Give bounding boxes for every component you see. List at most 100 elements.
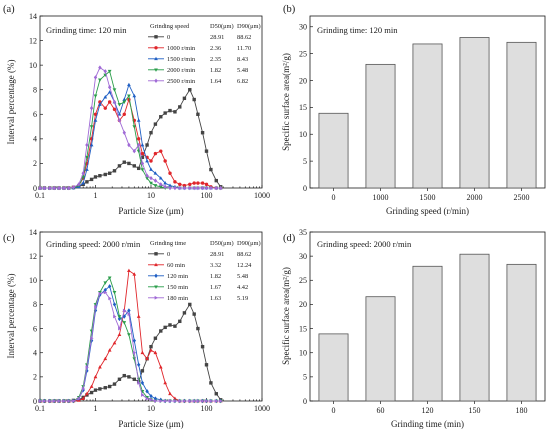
data-point [71,185,76,190]
data-point [127,161,131,166]
y-tick-label: 35 [299,228,307,237]
data-point [163,380,168,385]
data-point [122,314,126,319]
x-tick-label: 0 [332,193,336,202]
data-point [196,181,200,185]
data-point [214,185,218,191]
legend-label: 2000 r/min [167,67,196,74]
data-point [52,399,57,403]
data-point [103,69,107,74]
panel-label: (a) [3,4,15,15]
y-tick-label: 8 [33,86,37,95]
data-point [81,387,85,393]
y-axis-title: Specific surface area(m²/g) [281,53,291,151]
data-point [163,399,168,403]
x-tick-label: 0.1 [35,404,45,413]
y-tick-label: 30 [299,252,307,261]
annotation: Grinding speed: 2000 r/min [317,239,412,249]
data-point [149,159,153,163]
data-point [158,185,163,189]
y-axis-title: Interval percentage (%) [6,274,16,359]
plot-frame [39,231,263,402]
data-point [136,137,141,141]
data-point [89,125,94,129]
data-point [192,312,196,316]
data-point [153,171,158,175]
y-tick-label: 6 [33,110,37,119]
data-point [196,326,200,331]
data-point [153,151,158,156]
y-tick-label: 25 [299,276,307,285]
data-point [38,399,43,403]
y-axis-title: Interval percentage (%) [6,60,16,145]
data-point [98,65,102,70]
bar [318,333,349,402]
data-point [127,94,131,98]
y-tick-label: 4 [33,349,37,358]
data-point [117,164,122,168]
data-point [107,90,112,94]
data-point [149,397,154,402]
data-point [72,399,76,403]
series-line [40,70,221,189]
data-point [132,272,137,276]
bar [459,37,490,189]
legend-label: 0 [167,34,170,41]
data-point [136,142,141,148]
legend-header: D50(μm) [210,23,234,30]
data-point [112,302,117,307]
y-tick-label: 30 [299,23,307,32]
data-point [149,181,153,186]
data-point [145,158,149,163]
y-tick-label: 0 [33,397,37,406]
data-point [122,308,127,313]
data-point [154,78,158,84]
data-point [93,75,98,80]
y-tick-label: 12 [29,36,37,45]
panel-d-bar-chart: (d) Grinding speed: 2000 r/min Grinding … [281,228,546,429]
legend-d50: 1.82 [210,67,221,74]
data-point [85,180,89,184]
data-point [81,171,85,176]
x-tick-label: 60 [377,406,385,415]
data-point [192,399,197,403]
data-point [48,399,52,403]
data-point [154,56,158,61]
data-point [149,393,153,399]
data-point [122,112,126,116]
data-point [159,115,163,119]
axis-ticks: 0 2 4 6 8 10 12 14 0.1 1 10 100 1000 [29,12,270,200]
series [38,65,223,191]
series-line [40,66,221,189]
legend-header: Grinding time [150,240,186,247]
data-point [122,321,127,325]
y-tick-label: 5 [303,157,307,166]
data-point [117,332,122,336]
data-point [117,377,122,381]
y-tick-label: 2 [33,159,37,168]
x-tick-label: 180 [516,406,528,415]
legend-d90: 5.48 [237,273,248,280]
panel-b-bar-chart: (b) Grinding time: 120 min Grinding spee… [281,4,546,216]
data-point [108,296,112,301]
data-point [140,168,145,172]
data-point [196,112,200,116]
x-axis-title: Particle Size (μm) [118,206,183,216]
data-point [107,384,112,389]
data-point [154,295,159,300]
data-point [214,178,218,183]
bar [365,296,396,402]
series [38,97,223,190]
legend-header: D90(μm) [237,23,261,30]
legend-header: D90(μm) [237,240,261,247]
legend-d90: 6.82 [237,78,248,85]
data-point [149,131,153,135]
legend-d90: 8.43 [237,56,248,63]
panel-label: (d) [283,233,296,244]
data-point [93,374,98,379]
data-point [154,285,158,289]
series [38,276,223,404]
y-tick-label: 10 [29,276,37,285]
data-point [85,391,89,396]
